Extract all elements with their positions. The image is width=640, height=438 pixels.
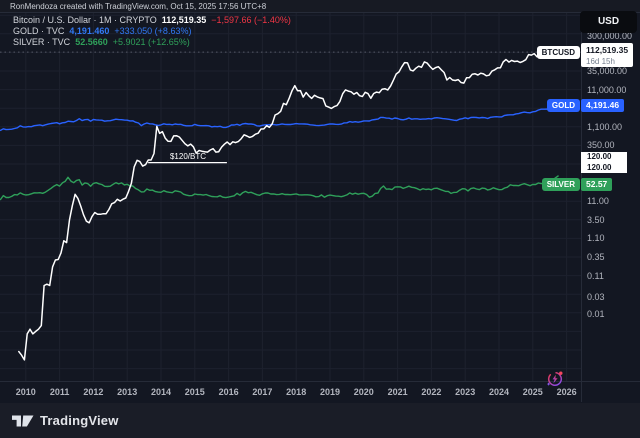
trendline-level-label-1: 120.00	[581, 152, 627, 163]
legend-change: +333.050 (+8.63%)	[114, 26, 192, 36]
year-label-2021: 2021	[387, 387, 408, 397]
year-label-2022: 2022	[421, 387, 442, 397]
price-axis-border	[581, 12, 582, 402]
year-label-2011: 2011	[49, 387, 70, 397]
year-label-2017: 2017	[252, 387, 273, 397]
price-axis[interactable]: 300,000.00 35,000.00 11,000.00 1,100.00 350.…	[581, 0, 640, 403]
silver-line[interactable]	[0, 175, 559, 201]
year-label-2013: 2013	[117, 387, 138, 397]
gold-series-label: GOLD	[546, 98, 580, 112]
price-tick-label: 1.10	[587, 233, 605, 244]
legend-row-0[interactable]: Bitcoin / U.S. Dollar · 1M · CRYPTO 112,5…	[13, 15, 291, 26]
legend-row-1[interactable]: GOLD · TVC 4,191.460 +333.050 (+8.63%)	[13, 26, 291, 37]
trendline-level-label-2: 120.00	[581, 162, 627, 174]
time-axis[interactable]: 2010 2011 2012 2013 2014 2015 2016 2017 2018 2019…	[0, 381, 640, 403]
legend: Bitcoin / U.S. Dollar · 1M · CRYPTO 112,5…	[13, 15, 291, 48]
price-tick-label: 300,000.00	[587, 31, 633, 42]
price-tick-label: 11.00	[587, 196, 609, 207]
price-tick-label: 0.01	[587, 309, 605, 320]
legend-symbol: SILVER · TVC	[13, 37, 71, 47]
legend-change: +5.9021 (+12.65%)	[112, 37, 190, 47]
price-tick-label: 1,100.00	[587, 121, 623, 132]
tradingview-logo-icon	[12, 415, 34, 427]
legend-symbol: GOLD · TVC	[13, 26, 65, 36]
year-label-2010: 2010	[15, 387, 36, 397]
currency-toggle-button[interactable]: USD	[580, 11, 637, 33]
price-tick-label: 0.11	[587, 270, 604, 281]
legend-change: −1,597.66 (−1.40%)	[211, 15, 291, 25]
silver-price-label: 52.57	[581, 177, 613, 191]
year-label-2016: 2016	[218, 387, 239, 397]
year-label-2025: 2025	[522, 387, 543, 397]
year-label-2026: 2026	[556, 387, 577, 397]
legend-value: 4,191.460	[69, 26, 110, 36]
attribution-text: RonMendoza created with TradingView.com,…	[10, 2, 267, 11]
tradingview-logo-text: TradingView	[40, 412, 119, 428]
gold-line[interactable]	[0, 104, 559, 132]
price-tick-label: 0.35	[587, 251, 605, 262]
year-label-2024: 2024	[488, 387, 510, 397]
year-label-2020: 2020	[353, 387, 374, 397]
price-tick-label: 0.03	[587, 291, 605, 302]
legend-value: 52.5660	[75, 37, 108, 47]
btcusd-last-price: 112,519.35	[586, 45, 629, 56]
legend-value: 112,519.35	[161, 15, 207, 25]
price-tick-label: 11,000.00	[587, 84, 627, 95]
year-label-2015: 2015	[184, 387, 205, 397]
btcusd-price-label: 112,519.35 16d 15h	[581, 43, 634, 68]
tradingview-logo[interactable]: TradingView	[12, 412, 119, 428]
year-label-2023: 2023	[455, 387, 476, 397]
legend-row-2[interactable]: SILVER · TVC 52.5660 +5.9021 (+12.65%)	[13, 37, 291, 48]
bar-close-countdown: 16d 15h	[586, 57, 615, 67]
pane-top-border	[0, 12, 640, 13]
footer-bar: TradingView	[0, 403, 640, 438]
year-label-2018: 2018	[286, 387, 307, 397]
price-tick-label: 350.00	[587, 140, 615, 151]
year-label-2012: 2012	[83, 387, 104, 397]
attribution-bar: RonMendoza created with TradingView.com,…	[0, 0, 640, 12]
btcusd-line[interactable]	[18, 50, 561, 361]
price-tick-label: 35,000.00	[587, 65, 628, 76]
year-label-2014: 2014	[150, 387, 172, 397]
flash-event-icon[interactable]	[546, 370, 564, 388]
btcusd-series-label: BTCUSD	[536, 45, 580, 59]
trendline-annotation-text[interactable]: $120/BTC	[169, 152, 207, 162]
price-tick-label: 3.50	[587, 214, 605, 225]
legend-symbol: Bitcoin / U.S. Dollar · 1M · CRYPTO	[13, 15, 157, 25]
gold-price-label: 4,191.46	[581, 98, 625, 112]
year-label-2019: 2019	[319, 387, 341, 397]
silver-series-label: SILVER	[541, 177, 580, 191]
